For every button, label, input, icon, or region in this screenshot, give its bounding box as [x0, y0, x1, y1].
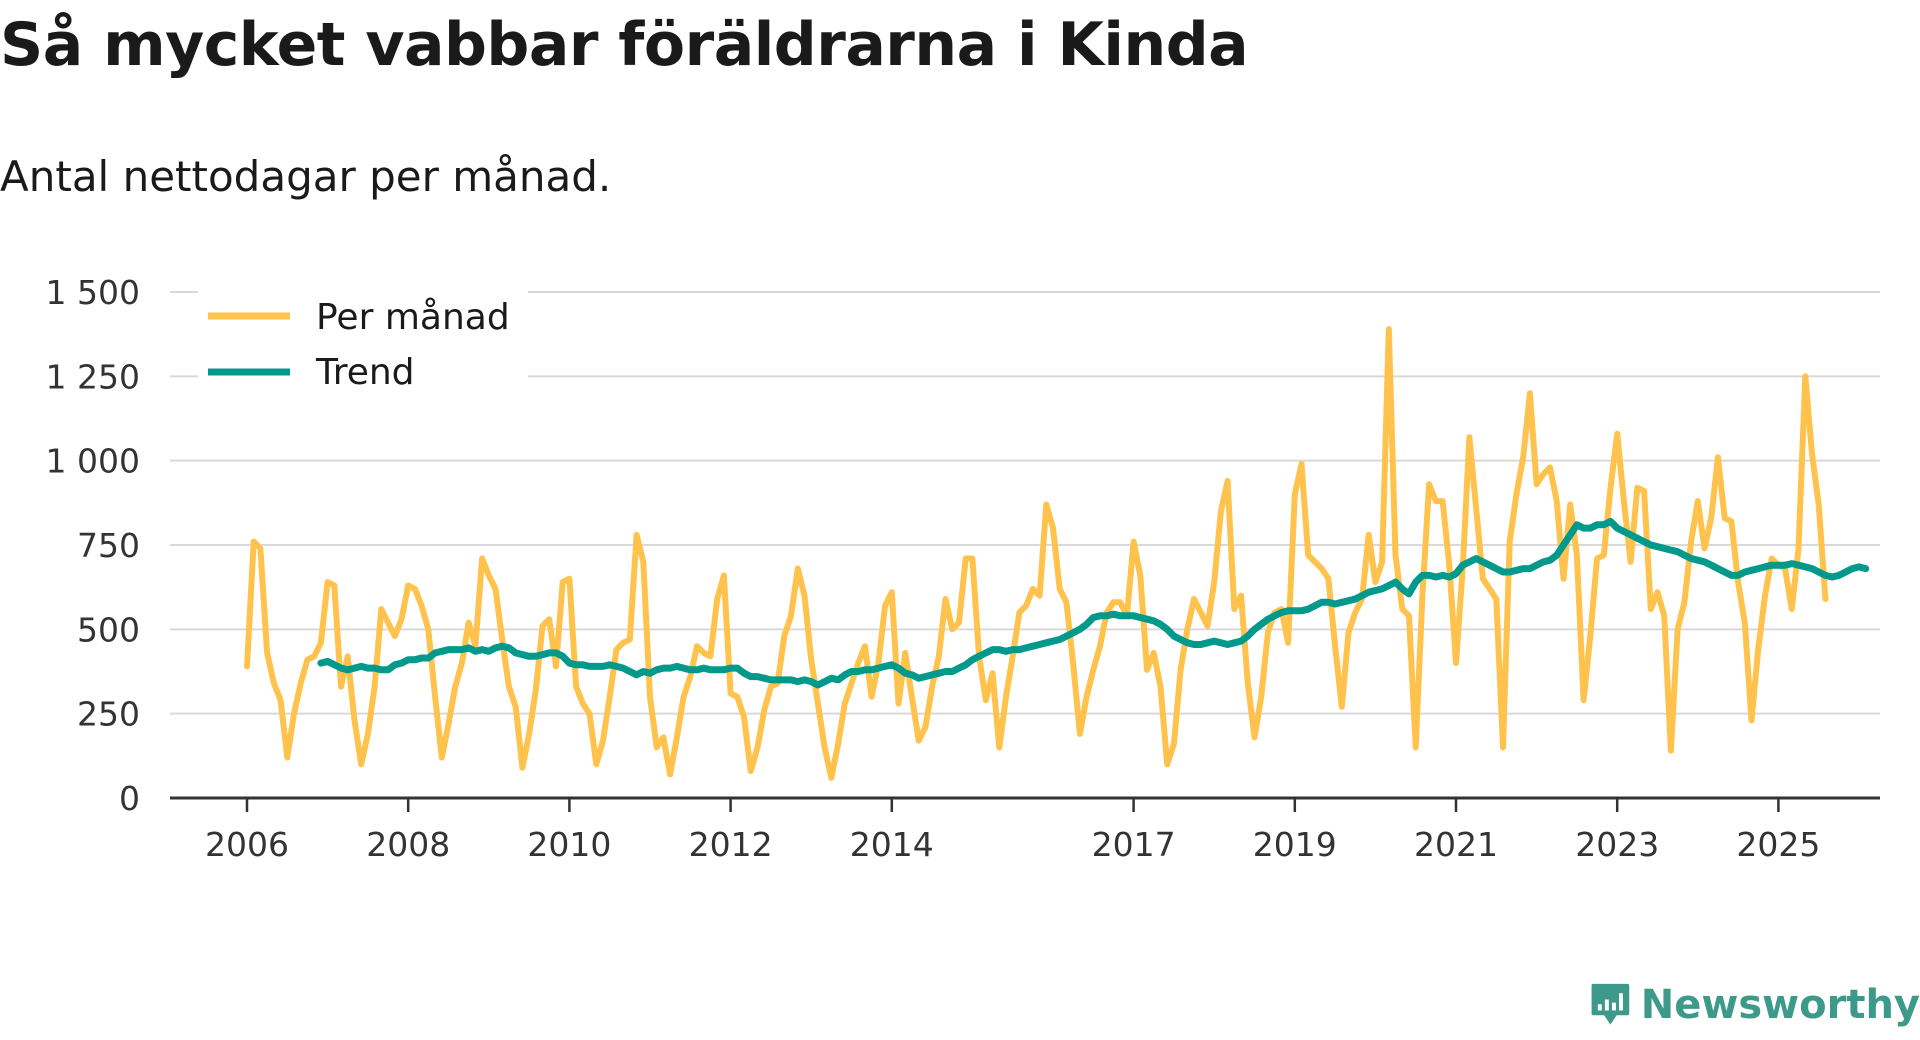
newsworthy-logo-icon — [1591, 983, 1630, 1025]
x-tick-label: 2008 — [366, 825, 450, 864]
y-tick-label: 1 000 — [46, 442, 140, 481]
series-line-trend — [317, 517, 1870, 689]
y-axis-ticks: 0 250 500 750 1 000 1 250 1 500 — [46, 273, 140, 818]
legend-label-trend: Trend — [315, 352, 415, 393]
x-tick-label: 2012 — [689, 825, 773, 864]
legend: Per månad Trend — [198, 290, 528, 393]
x-tick-label: 2021 — [1414, 825, 1498, 864]
y-tick-label: 0 — [119, 779, 140, 818]
brand-name: Newsworthy — [1640, 982, 1920, 1028]
newsworthy-brand[interactable]: Newsworthy — [1590, 970, 1920, 1040]
legend-label-per-manad: Per månad — [316, 297, 510, 338]
x-tick-label: 2023 — [1575, 825, 1659, 864]
series-lines — [244, 326, 1870, 781]
x-tick-label: 2014 — [850, 825, 934, 864]
chart-title: Så mycket vabbar föräldrarna i Kinda — [0, 10, 1249, 80]
y-tick-label: 1 250 — [46, 357, 140, 396]
x-tick-label: 2019 — [1253, 825, 1337, 864]
series-line-per-manad — [244, 326, 1829, 781]
y-tick-label: 1 500 — [46, 273, 140, 312]
x-tick-label: 2025 — [1736, 825, 1820, 864]
y-tick-label: 500 — [77, 610, 140, 649]
x-axis-ticks: 2006 2008 2010 2012 2014 2017 2019 2021 2023 2025 — [205, 798, 1820, 864]
chart-subtitle: Antal nettodagar per månad. — [0, 152, 612, 201]
x-tick-label: 2010 — [527, 825, 611, 864]
x-tick-label: 2017 — [1092, 825, 1176, 864]
y-tick-label: 250 — [77, 695, 140, 734]
y-tick-label: 750 — [77, 526, 140, 565]
x-tick-label: 2006 — [205, 825, 289, 864]
